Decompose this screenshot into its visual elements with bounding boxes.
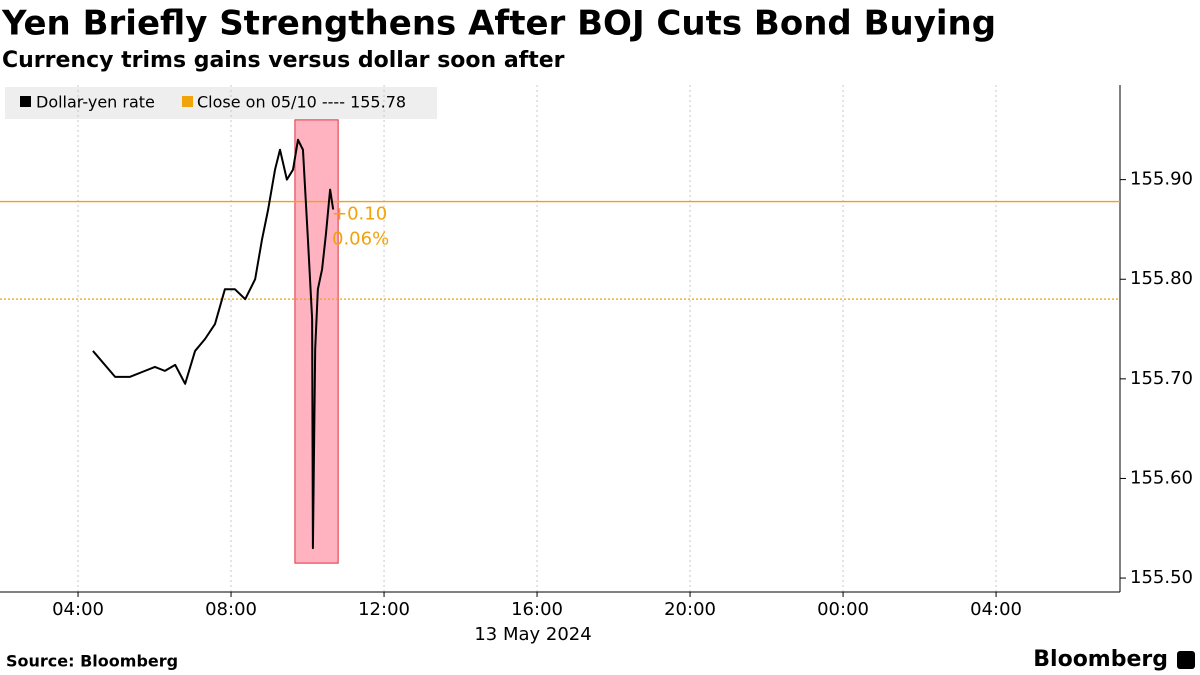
source: Source: Bloomberg: [6, 652, 178, 671]
y-tick-label: 155.90: [1130, 169, 1193, 190]
chart-title: Yen Briefly Strengthens After BOJ Cuts B…: [1, 4, 996, 44]
logo: Bloomberg: [1033, 647, 1168, 672]
change-label: 0.06%: [332, 229, 389, 250]
legend-swatch: [182, 96, 193, 107]
legend-label: Close on 05/10 ---- 155.78: [197, 93, 406, 112]
y-tick-label: 155.70: [1130, 368, 1193, 389]
x-tick-label: 12:00: [358, 599, 410, 620]
legend-label: Dollar-yen rate: [36, 93, 155, 112]
y-tick-label: 155.50: [1130, 567, 1193, 588]
highlight-region: [294, 119, 339, 564]
logo-icon: [1177, 651, 1195, 669]
x-axis-label: 13 May 2024: [474, 624, 591, 645]
x-tick-label: 20:00: [664, 599, 716, 620]
x-tick-label: 00:00: [817, 599, 869, 620]
x-tick-label: 04:00: [52, 599, 104, 620]
y-tick-label: 155.80: [1130, 268, 1193, 289]
legend-swatch: [20, 96, 31, 107]
x-tick-label: 16:00: [511, 599, 563, 620]
chart-subtitle: Currency trims gains versus dollar soon …: [2, 48, 565, 73]
x-tick-label: 04:00: [970, 599, 1022, 620]
y-tick-label: 155.60: [1130, 467, 1193, 488]
change-label: +0.10: [332, 204, 387, 225]
price-line: [92, 138, 335, 550]
x-tick-label: 08:00: [205, 599, 257, 620]
legend-background: [5, 87, 437, 119]
